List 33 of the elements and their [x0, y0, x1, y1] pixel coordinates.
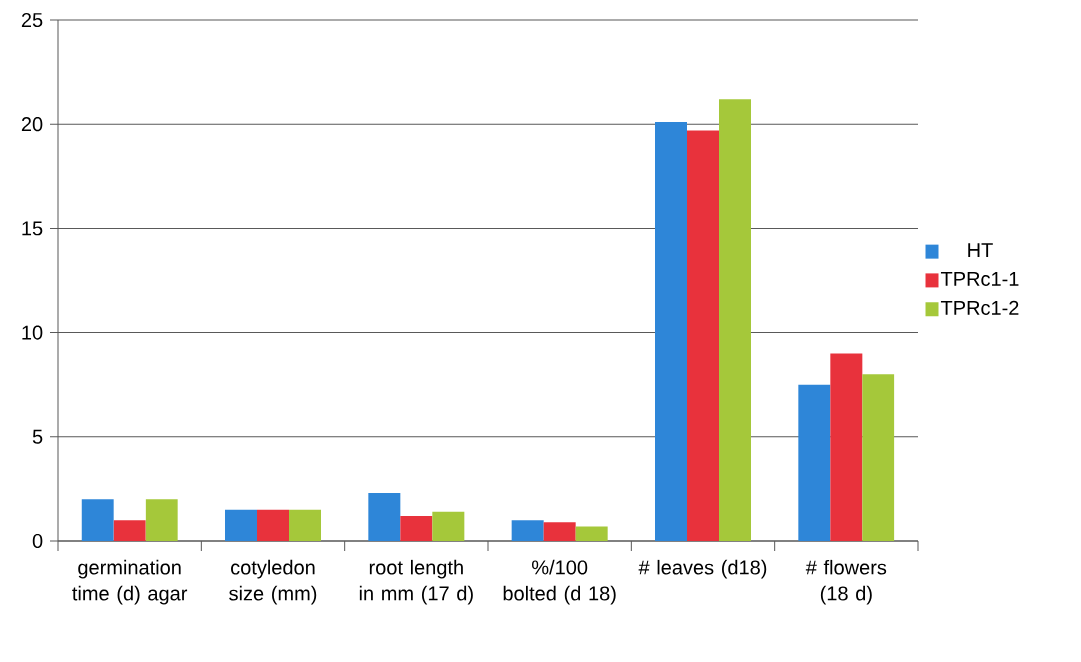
y-tick-label: 25	[21, 12, 43, 28]
bar	[432, 511, 465, 541]
bar	[257, 509, 289, 541]
bar	[145, 499, 178, 541]
y-tick-label: 15	[22, 221, 43, 236]
bar	[225, 509, 257, 541]
x-tick-label: # leaves (d18)	[638, 559, 767, 579]
bar	[113, 520, 146, 541]
x-tick-label: germination time (d) agar	[72, 559, 188, 605]
y-tick-label: 5	[32, 429, 43, 444]
y-tick-label: 10	[22, 325, 43, 340]
x-tick-label: # flowers (18 d)	[805, 559, 887, 605]
x-tick-label: %/100 bolted (d 18)	[503, 559, 616, 605]
bar	[543, 522, 576, 541]
bar	[687, 130, 719, 541]
x-tick-label: root length in mm (17 d)	[359, 559, 473, 605]
y-tick-label: 0	[32, 533, 43, 549]
bar	[830, 353, 863, 541]
bar	[798, 384, 831, 541]
bar	[400, 515, 433, 541]
bar	[719, 99, 751, 541]
bar	[511, 520, 544, 541]
bar	[655, 122, 687, 541]
bar	[575, 526, 608, 541]
bar	[289, 509, 321, 541]
x-tick-label: cotyledon size (mm)	[229, 559, 317, 605]
bar	[368, 493, 401, 541]
legend-label: HT	[968, 243, 993, 258]
y-tick-label: 20	[21, 117, 43, 132]
bar	[862, 374, 895, 541]
bar	[81, 499, 114, 541]
legend-label: TPRc1-2	[940, 300, 1019, 315]
legend-label: TPRc1-1	[940, 272, 1019, 286]
